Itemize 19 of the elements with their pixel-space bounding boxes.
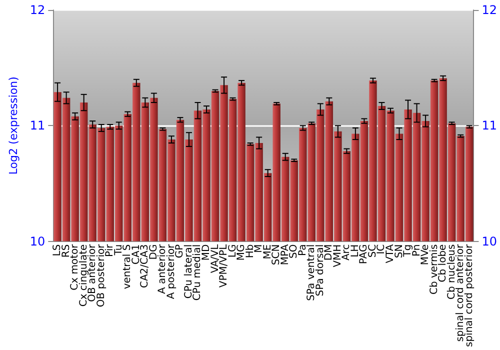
y2-tick-label: 11 [482,118,498,133]
y-tick-label: 12 [30,3,46,17]
x-tick-label: RS [60,244,72,258]
y-axis-title: Log2 (expression) [7,76,20,175]
x-tick-label: OB posterior [96,243,107,308]
x-tick-label: Cb lobe [438,244,449,282]
x-tick-label: MD [201,244,212,261]
x-tick-label: spinal cord posterior [464,243,475,348]
y2-tick-label: 12 [482,3,498,17]
y2-tick-label: 10 [482,234,498,248]
y-tick-label: 10 [30,234,46,248]
x-tick-label: MVe [420,244,432,266]
x-tick-label: VTA [384,244,396,264]
x-tick-label: Tg [402,244,414,258]
x-tick-label: GP [174,244,186,258]
x-tick-label: DG [148,244,160,260]
y-tick-label: 11 [30,118,46,133]
x-tick-label: A posterior [166,243,177,300]
x-tick-label: Pa [297,244,308,256]
